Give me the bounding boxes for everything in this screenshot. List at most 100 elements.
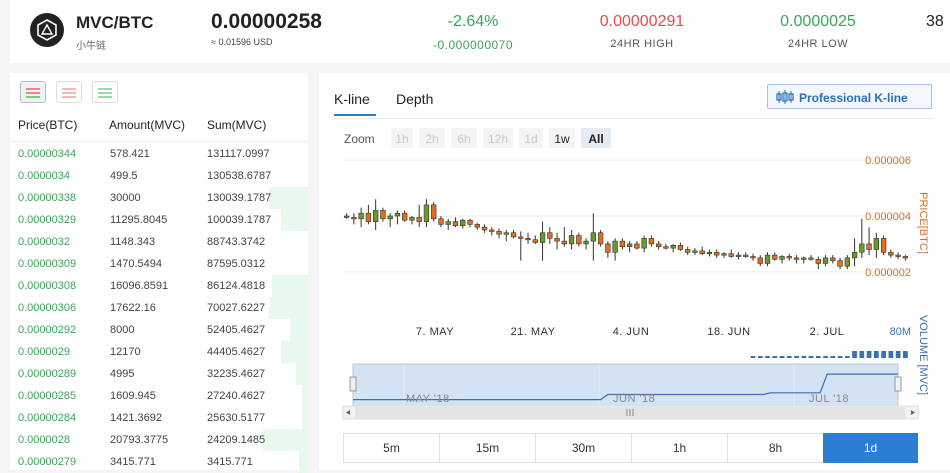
- interval-5m-button[interactable]: 5m: [343, 433, 440, 463]
- candle: [438, 218, 444, 225]
- interval-1d-button[interactable]: 1d: [823, 433, 918, 463]
- order-price: 0.00000338: [18, 192, 77, 204]
- order-row[interactable]: 0.00000308 16096.8591 86124.4818: [10, 275, 308, 297]
- order-sum: 70027.6227: [207, 302, 266, 314]
- candle: [409, 217, 415, 221]
- order-sum: 88743.3742: [207, 236, 266, 248]
- y-axis-label: PRICE[BTC]: [917, 192, 929, 254]
- candle: [837, 260, 843, 267]
- navigator-left-handle[interactable]: [349, 376, 357, 392]
- zoom-2h-label: 2h: [425, 132, 438, 146]
- candle: [743, 254, 749, 257]
- interval-8h-button[interactable]: 8h: [727, 433, 824, 463]
- interval-15m-button[interactable]: 15m: [439, 433, 536, 463]
- candle: [721, 253, 727, 256]
- order-row[interactable]: 0.00000292 8000 52405.4627: [10, 319, 308, 341]
- professional-kline-button[interactable]: Professional K-line: [767, 84, 932, 109]
- zoom-1h-button[interactable]: [391, 128, 413, 148]
- candle: [583, 240, 589, 245]
- interval-1h-button[interactable]: 1h: [631, 433, 728, 463]
- candle: [844, 257, 850, 267]
- order-row[interactable]: 0.00000344 578.421 131117.0997: [10, 143, 308, 165]
- book-view-bids-button[interactable]: [92, 81, 118, 103]
- chart-panel: K-line Depth Professional K-line Zoom 1h 2…: [319, 73, 950, 470]
- zoom-1w-button[interactable]: [549, 128, 575, 148]
- navigator-label: MAY '18: [406, 393, 450, 405]
- zoom-6h-button[interactable]: [451, 128, 477, 148]
- order-sum: 100039.1787: [207, 214, 272, 226]
- depth-bar: [281, 341, 308, 363]
- volume-bar: [903, 351, 908, 358]
- order-row[interactable]: 0.00000285 1609.945 27240.4627: [10, 385, 308, 407]
- candle: [750, 256, 756, 259]
- order-row[interactable]: 0.0000028 20793.3775 24209.1485: [10, 429, 308, 451]
- order-price: 0.00000289: [18, 368, 77, 380]
- zoom-2h-button[interactable]: [419, 128, 445, 148]
- candle: [895, 254, 901, 257]
- order-price: 0.00000329: [18, 214, 77, 226]
- candle: [786, 256, 792, 259]
- order-amount: 8000: [110, 324, 135, 336]
- volume-bar: [823, 356, 828, 358]
- volume-bar: [895, 351, 901, 358]
- order-price: 0.0000028: [18, 434, 70, 446]
- candle: [757, 257, 763, 264]
- order-row[interactable]: 0.00000289 4995 32235.4627: [10, 363, 308, 385]
- order-row[interactable]: 0.00000338 30000 130039.1787: [10, 187, 308, 209]
- order-sum: 130538.6787: [207, 170, 272, 182]
- y-tick-label: 0.000006: [865, 155, 911, 167]
- candle: [510, 232, 517, 238]
- candle: [547, 232, 553, 239]
- order-amount: 4995: [110, 368, 135, 380]
- candle: [612, 240, 618, 253]
- interval-30m-button[interactable]: 30m: [535, 433, 632, 463]
- order-sum: 87595.0312: [207, 258, 266, 270]
- candle: [670, 245, 676, 249]
- depth-bar: [281, 209, 308, 231]
- candle: [685, 249, 691, 253]
- order-price: 0.00000285: [18, 390, 77, 402]
- order-row[interactable]: 0.0000034 499.5 130538.6787: [10, 165, 308, 187]
- order-amount: 17622.16: [110, 302, 156, 314]
- candle: [902, 256, 909, 259]
- order-row[interactable]: 0.00000306 17622.16 70027.6227: [10, 297, 308, 319]
- zoom-All-button[interactable]: [581, 128, 611, 148]
- low-24h-label: 24HR LOW: [787, 38, 849, 50]
- candle: [714, 251, 720, 256]
- book-view-asks-button[interactable]: [56, 81, 82, 103]
- last-price-usd: ≈ 0.01596 USD: [211, 37, 273, 47]
- candle: [423, 204, 430, 222]
- order-sum: 131117.0997: [207, 148, 270, 160]
- scroll-right-arrow-icon[interactable]: [911, 410, 915, 415]
- navigator-right-handle[interactable]: [894, 376, 902, 392]
- volume-bar: [757, 356, 763, 358]
- candle: [452, 221, 459, 227]
- candle: [619, 240, 626, 248]
- candle: [372, 210, 379, 222]
- candle: [859, 243, 865, 253]
- candle: [735, 254, 742, 257]
- tab-depth[interactable]: Depth: [396, 91, 434, 107]
- zoom-12h-button[interactable]: [483, 128, 513, 148]
- order-row[interactable]: 0.0000032 1148.343 88743.3742: [10, 231, 308, 253]
- zoom-1d-button[interactable]: [519, 128, 543, 148]
- candle: [677, 245, 684, 250]
- col-header-price: Price(BTC): [18, 118, 78, 132]
- candle: [873, 238, 880, 250]
- scroll-left-arrow-icon[interactable]: [346, 410, 350, 415]
- book-view-both-button[interactable]: [20, 81, 46, 103]
- kline-chart[interactable]: Zoom 1h 2h 6h 12h 1d 1w All 0.000006 0.000004 0.00…: [319, 73, 950, 428]
- order-row[interactable]: 0.00000279 3415.771 3415.771: [10, 451, 308, 473]
- order-row[interactable]: 0.0000029 12170 44405.4627: [10, 341, 308, 363]
- order-row[interactable]: 0.00000329 11295.8045 100039.1787: [10, 209, 308, 231]
- order-row[interactable]: 0.00000309 1470.5494 87595.0312: [10, 253, 308, 275]
- order-price: 0.0000029: [18, 346, 70, 358]
- volume-bar: [765, 356, 770, 358]
- order-book: Price(BTC) Amount(MVC) Sum(MVC) 0.000003…: [10, 73, 308, 473]
- candle: [706, 251, 713, 255]
- depth-bar: [302, 407, 308, 429]
- volume-bar: [866, 351, 872, 358]
- order-row[interactable]: 0.00000284 1421.3692 25630.5177: [10, 407, 308, 429]
- professional-kline-label: Professional K-line: [799, 91, 908, 105]
- tab-kline[interactable]: K-line: [334, 91, 370, 107]
